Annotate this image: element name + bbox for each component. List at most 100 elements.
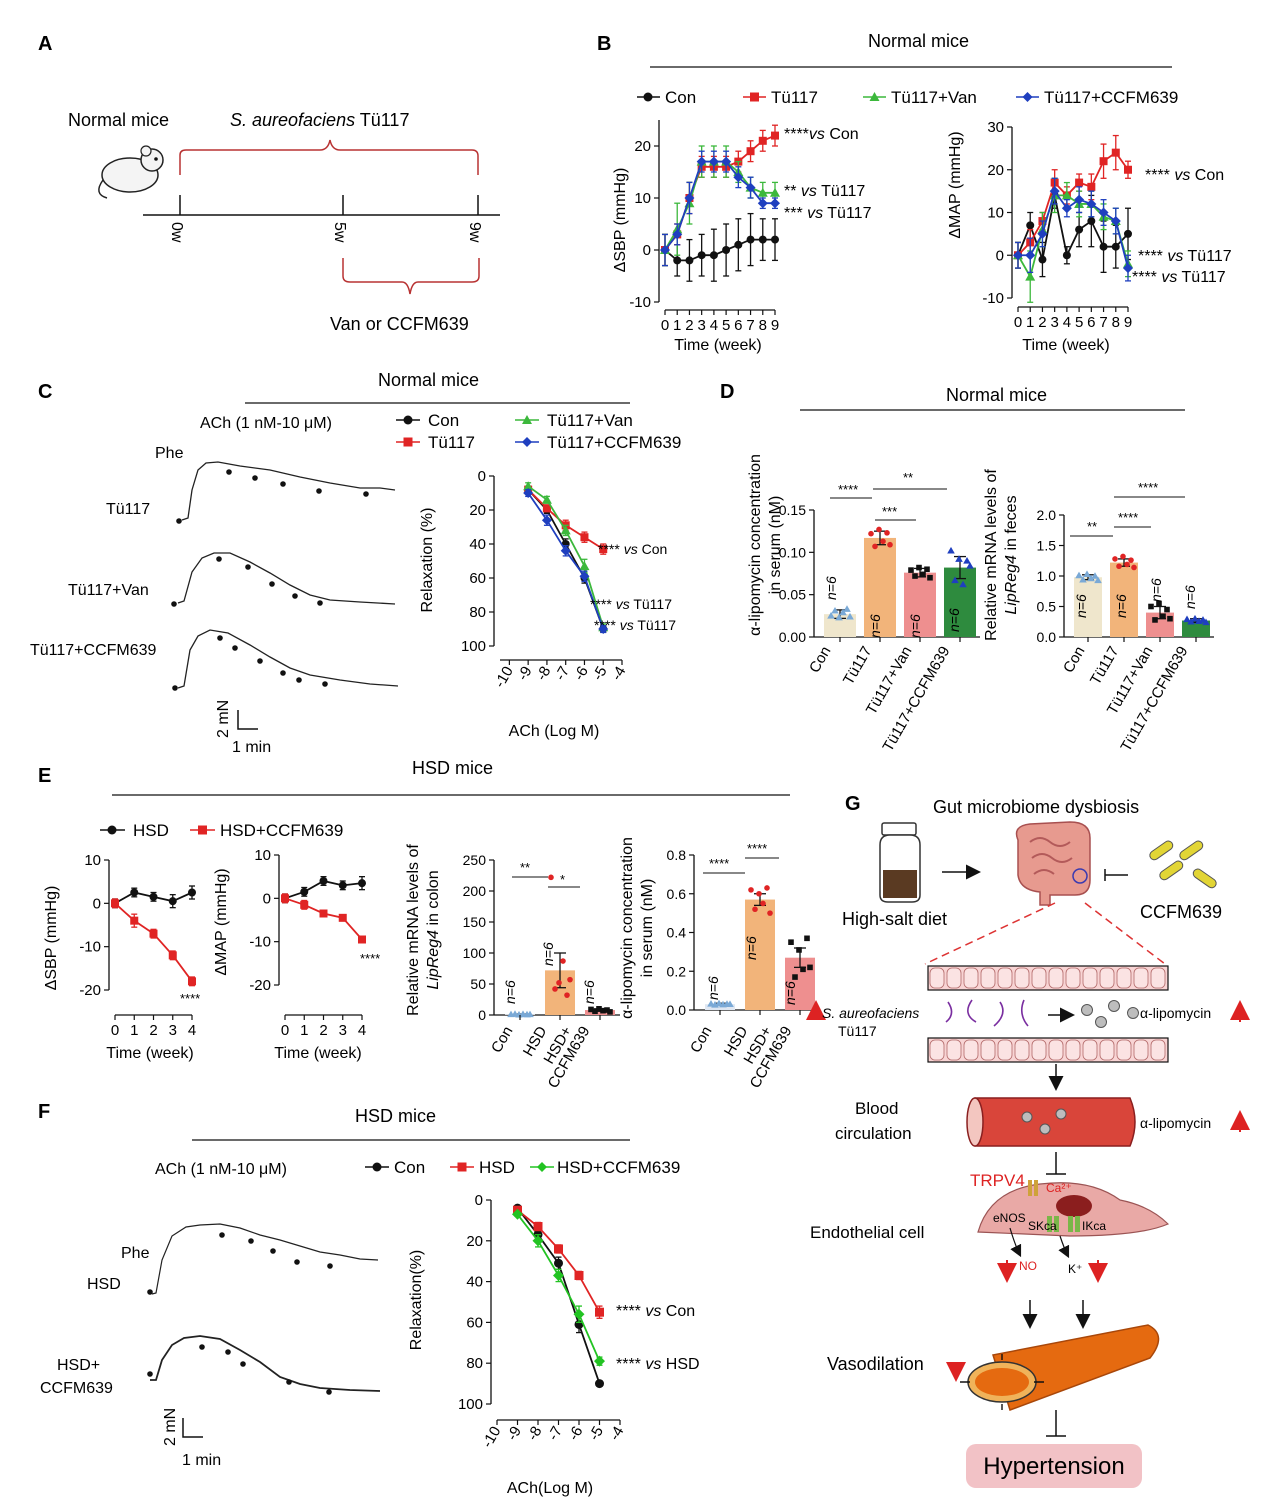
d-feces-ylabel1: Relative mRNA levels of [983, 469, 1000, 641]
g-trpv4: TRPV4 [970, 1171, 1025, 1190]
e-sbp-ylabel: ΔSBP (mmHg) [43, 886, 60, 991]
b-sbp-ann1-ref: Tü117 [817, 183, 865, 200]
scatter-point [760, 900, 766, 907]
g-blood-1: circulation [835, 1124, 912, 1143]
panel-letter-e: E [38, 765, 51, 787]
villus [1014, 967, 1030, 989]
g-strain-id: Tü117 [838, 1023, 877, 1039]
data-point [1124, 165, 1132, 174]
x-tick-label: -7 [545, 1424, 566, 1444]
scatter-point [1167, 615, 1173, 622]
data-point [708, 156, 719, 167]
data-point [1123, 263, 1133, 274]
x-tick-label: 4 [358, 1022, 366, 1039]
e-group-labels: Con HSD HSD+ CCFM639 Con HSD HSD+ CCFM63… [488, 1023, 795, 1091]
b-sbp-ann2-vs: vs [807, 205, 823, 222]
c-ann1-stars: **** [590, 596, 616, 612]
chart-e-serum: 0.0 0.2 0.4 0.6 0.8 [667, 847, 820, 1018]
scatter-point [827, 612, 835, 619]
bar [1110, 562, 1138, 637]
data-point [673, 256, 682, 265]
b-map-ann0-vs: vs [1174, 167, 1190, 184]
data-point [1062, 251, 1071, 260]
data-point [1013, 250, 1023, 261]
c-ann0-ref: Con [638, 541, 668, 557]
d-feces-ylabel2-rest: in feces [1003, 495, 1020, 555]
c-scale-y: 2 mN [215, 700, 232, 738]
b-sbp-ann2-stars: *** [784, 205, 807, 222]
scatter-point [884, 530, 890, 536]
data-point [1099, 242, 1108, 251]
chart-e-sbp: 100-10-200 1 2 3 4 [79, 852, 196, 1039]
data-point [1037, 228, 1048, 239]
svg-text:*** vs Tü117: *** vs Tü117 [784, 205, 872, 222]
intestine-icon [1015, 821, 1091, 906]
svg-text:**** vs Con: **** vs Con [598, 541, 667, 557]
g-sk: SKca [1028, 1219, 1057, 1233]
g-strain-italic: S. aureofaciens [822, 1005, 919, 1021]
d-feces-group-1: Tü117 [1087, 644, 1122, 688]
d-n-feces-1: n=6 [1113, 594, 1129, 618]
scatter-point [1112, 556, 1118, 562]
f-ach: ACh (1 nM-10 μM) [155, 1161, 287, 1178]
treatment-label: Van or CCFM639 [330, 314, 469, 334]
d-serum-sig2: ** [903, 470, 913, 485]
scatter-point [1164, 606, 1170, 613]
scatter-point [567, 976, 573, 983]
b-sbp-ann2-ref: Tü117 [823, 205, 871, 222]
data-point [598, 624, 609, 634]
y-tick-label: 0 [643, 242, 651, 259]
e-legend-ccfm: HSD+CCFM639 [220, 821, 343, 840]
d-n-labels: n=6 n=6 n=6 n=6 n=6 n=6 n=6 n=6 [823, 576, 1198, 638]
c-ann2-stars: **** [594, 617, 620, 633]
y-tick-label: 0.05 [779, 587, 806, 603]
c-ann2-vs: vs [620, 617, 634, 633]
scatter-point [912, 573, 918, 579]
y-tick-label: 80 [469, 604, 486, 621]
data-point [338, 881, 347, 890]
x-tick-label: 2 [685, 317, 693, 334]
scatter-point [560, 958, 566, 964]
y-tick-label: 20 [469, 502, 486, 519]
y-tick-label: 20 [466, 1233, 483, 1250]
y-tick-label: 40 [469, 536, 486, 553]
scatter-point [872, 543, 878, 550]
data-point [746, 235, 755, 244]
series-line [1017, 195, 1129, 263]
b-sbp-ann0-stars: **** [784, 126, 809, 143]
scatter-point [792, 974, 798, 980]
g-probiotic: CCFM639 [1140, 902, 1222, 922]
scatter-point [1087, 574, 1095, 582]
f-ann1-stars: **** [616, 1356, 645, 1373]
y-tick-label: -20 [79, 982, 101, 999]
villus [997, 1039, 1013, 1061]
g-ik: IKca [1082, 1219, 1106, 1233]
e-map-xlabel: Time (week) [274, 1045, 361, 1062]
e-map-ylabel: ΔMAP (mmHg) [213, 868, 230, 975]
villus [1150, 967, 1166, 989]
data-point [745, 182, 756, 193]
data-point [560, 525, 571, 535]
data-point [594, 1355, 605, 1367]
y-tick-label: 80 [466, 1355, 483, 1372]
c-ach: ACh (1 nM-10 μM) [200, 415, 332, 432]
villus [1031, 967, 1047, 989]
x-tick-label: -8 [533, 664, 554, 684]
panel-letter-b: B [597, 33, 611, 55]
e-colon-sig0: ** [520, 860, 530, 875]
scatter-point [726, 1000, 734, 1007]
y-tick-label: 60 [466, 1314, 483, 1331]
e-map-sig: **** [360, 951, 380, 966]
g-diet: High-salt diet [842, 909, 947, 929]
x-tick-label: 7 [1099, 314, 1107, 331]
y-tick-label: 10 [634, 190, 651, 207]
b-sbp-ann1-vs: vs [801, 183, 817, 200]
scatter-point [951, 576, 959, 584]
scatter-point [588, 1006, 594, 1013]
g-k: K⁺ [1068, 1262, 1082, 1276]
series-line [516, 1207, 601, 1384]
x-tick-label: 6 [1087, 314, 1095, 331]
e-colon-ylabel2-rest: in colon [425, 870, 442, 930]
x-tick-label: 7 [746, 317, 754, 334]
